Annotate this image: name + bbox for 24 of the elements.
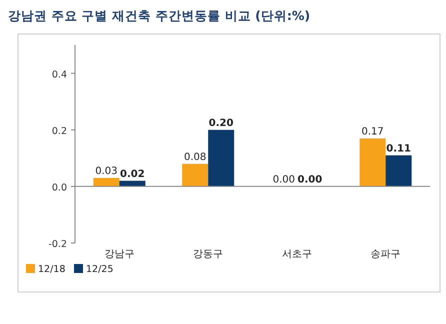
y-tick-label: -0.2: [48, 239, 67, 250]
chart-title: 강남권 주요 구별 재건축 주간변동률 비교 (단위:%): [8, 8, 310, 23]
bar: [182, 164, 208, 186]
data-label: 0.00: [298, 174, 322, 186]
data-label: 0.00: [272, 174, 296, 186]
x-tick-label: 서초구: [282, 249, 312, 260]
bar: [360, 138, 386, 186]
data-label: 0.03: [95, 166, 118, 177]
data-label: 0.20: [208, 118, 234, 129]
y-tick-label: 0.4: [52, 69, 67, 80]
data-label: 0.08: [184, 152, 206, 163]
legend-label: 12/18: [38, 264, 66, 275]
y-tick-label: 0.2: [52, 126, 67, 137]
data-label: 0.11: [386, 143, 411, 154]
data-label: 0.02: [120, 168, 145, 180]
legend-label: 12/25: [86, 264, 114, 275]
bar: [208, 130, 234, 186]
y-tick-label: 0.0: [52, 182, 67, 194]
bar: [386, 155, 412, 186]
x-tick-label: 강남구: [104, 249, 134, 260]
bar: [93, 178, 120, 186]
x-tick-label: 강동구: [193, 249, 224, 260]
data-label: 0.17: [361, 126, 384, 138]
x-tick-label: 송파구: [370, 249, 401, 260]
